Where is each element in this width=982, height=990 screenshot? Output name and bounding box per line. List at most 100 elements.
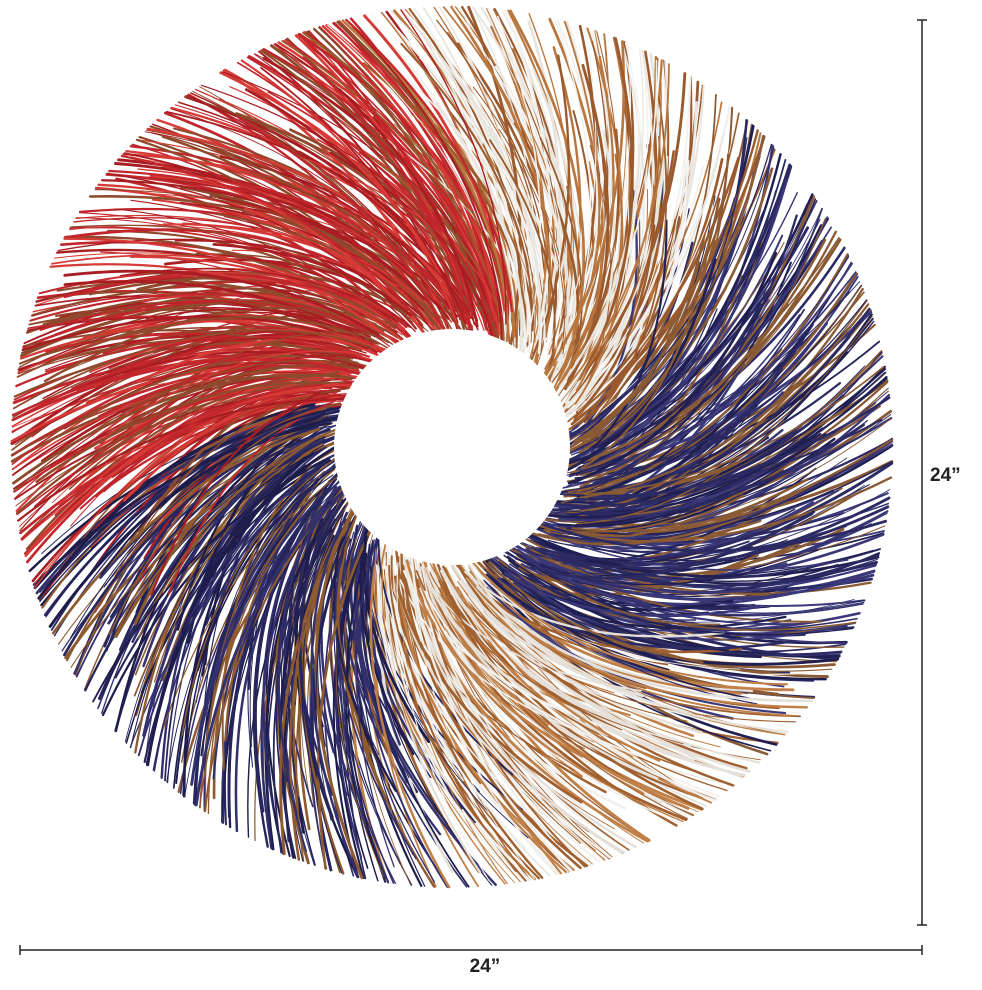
twig (114, 441, 311, 732)
twig (543, 519, 888, 553)
twig (550, 553, 878, 587)
twig (142, 428, 329, 668)
twig (579, 303, 870, 499)
twig (503, 554, 854, 636)
twig (386, 567, 482, 874)
twig (277, 490, 335, 853)
twig (201, 457, 336, 775)
twig (150, 393, 320, 597)
twig (580, 307, 871, 510)
twig (393, 123, 515, 350)
twig (298, 150, 468, 325)
twig (334, 522, 417, 860)
width-dimension (19, 945, 923, 955)
twig (12, 373, 354, 485)
twig (566, 60, 627, 365)
twig (366, 543, 477, 824)
twig (376, 565, 509, 871)
twig (476, 571, 831, 675)
twig (37, 403, 315, 600)
twig (487, 27, 561, 343)
twig (190, 494, 325, 786)
twig (97, 364, 362, 418)
twig (218, 196, 425, 302)
twig (554, 55, 615, 392)
twig (138, 370, 340, 534)
twig (13, 341, 354, 398)
twig (133, 383, 324, 463)
twig (235, 112, 489, 323)
twig (193, 481, 318, 806)
twig (71, 337, 367, 389)
twig (231, 180, 468, 325)
twig (109, 428, 331, 618)
twig (572, 313, 862, 485)
twig (355, 532, 395, 868)
twig (566, 63, 670, 388)
twig (489, 139, 556, 366)
twig (331, 513, 380, 756)
twig (438, 579, 600, 735)
twig (234, 486, 341, 833)
twig (288, 501, 342, 866)
twig (120, 154, 424, 326)
twig (63, 273, 388, 319)
twig (562, 241, 785, 455)
twig (21, 400, 346, 541)
twig (229, 163, 462, 333)
twig (400, 42, 534, 332)
twig (29, 292, 384, 340)
twig (410, 553, 573, 872)
twig (310, 522, 360, 879)
twig (570, 157, 724, 426)
twig (277, 182, 479, 331)
twig (444, 578, 718, 800)
twig (162, 476, 338, 730)
twig (19, 320, 380, 360)
twig (587, 217, 827, 482)
twig (569, 121, 661, 401)
twig (553, 317, 817, 494)
height-dimension (917, 19, 927, 926)
twig (136, 337, 349, 384)
twig (589, 276, 772, 491)
twig (163, 464, 307, 685)
twig (100, 179, 434, 309)
twig (411, 570, 536, 880)
twig (458, 595, 688, 722)
twig (393, 575, 583, 804)
twig (534, 418, 892, 533)
twig (537, 494, 745, 541)
twig (315, 536, 349, 821)
twig (16, 316, 360, 378)
twig (514, 540, 750, 568)
width-label: 24” (470, 956, 501, 977)
twig (450, 5, 552, 338)
twig (166, 474, 325, 783)
twig (260, 503, 331, 813)
twig (167, 401, 334, 596)
twig (63, 237, 401, 347)
twig (504, 572, 761, 618)
twig (103, 350, 354, 439)
twig (88, 276, 399, 328)
twig (487, 561, 704, 664)
twig (63, 269, 380, 337)
twig (345, 18, 513, 313)
twig (509, 563, 858, 631)
twig (182, 222, 432, 319)
twig (338, 88, 479, 328)
twig (143, 469, 318, 732)
twig (12, 329, 373, 410)
twig (317, 522, 375, 870)
twig (345, 18, 503, 341)
twig (240, 59, 459, 328)
twig (571, 438, 894, 533)
twig (400, 9, 507, 325)
twig (70, 368, 349, 527)
twig (212, 243, 412, 317)
twig (341, 547, 442, 836)
twig (564, 159, 787, 463)
twig (580, 243, 711, 470)
